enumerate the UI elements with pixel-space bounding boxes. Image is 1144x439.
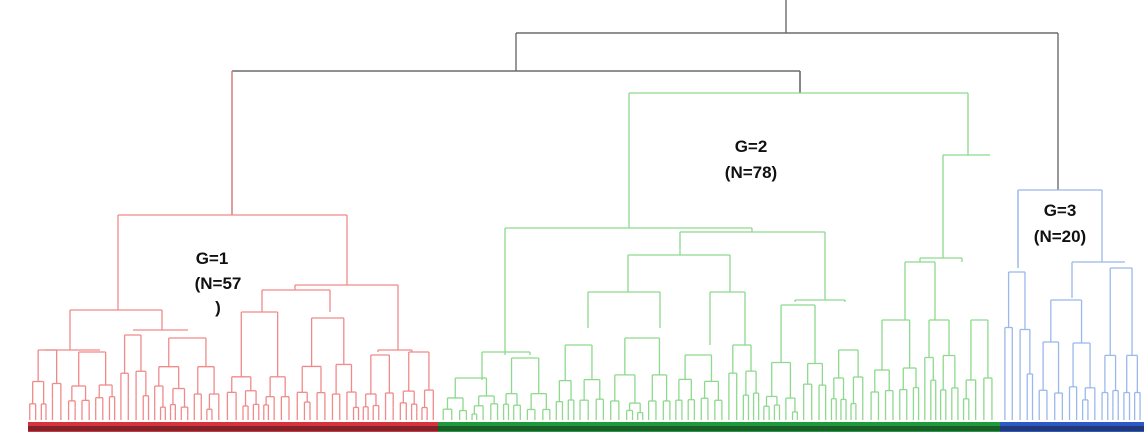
cluster-2-label: G=2 (N=78) — [725, 137, 777, 182]
leaf-tick-band — [28, 426, 1144, 431]
cluster-3-group-label: G=3 — [1044, 201, 1077, 220]
cluster-1-tree — [29, 71, 434, 420]
cluster-1-group-label: G=1 — [196, 249, 229, 268]
cluster-1-count-label: (N=57 — [195, 274, 242, 293]
cluster-3-tree — [1004, 189, 1141, 420]
cluster-3-bar — [1000, 422, 1144, 432]
cluster-2-tree — [442, 92, 993, 420]
cluster-1-count-label-tail: ) — [215, 298, 221, 317]
cluster-3-count-label: (N=20) — [1034, 227, 1086, 246]
cluster-2-group-label: G=2 — [735, 137, 768, 156]
cluster-2-count-label: (N=78) — [725, 163, 777, 182]
root-links — [231, 0, 1059, 215]
cluster-1-bar — [28, 422, 438, 432]
leaf-membership-bar — [28, 422, 1144, 432]
cluster-2-bar — [438, 422, 1000, 432]
cluster-3-label: G=3 (N=20) — [1034, 201, 1086, 246]
cluster-1-label: G=1 (N=57 ) — [195, 249, 242, 317]
